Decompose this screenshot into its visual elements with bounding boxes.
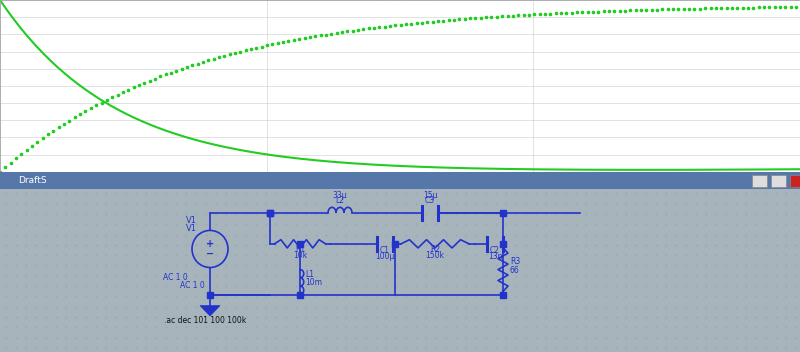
Text: L1: L1 xyxy=(305,270,314,279)
Text: R2: R2 xyxy=(430,245,440,254)
Text: C3: C3 xyxy=(425,196,435,205)
Text: R1: R1 xyxy=(295,245,305,254)
Text: 10k: 10k xyxy=(293,251,307,260)
Text: V1: V1 xyxy=(186,224,197,233)
Text: R3: R3 xyxy=(510,257,520,266)
Text: DraftS: DraftS xyxy=(18,176,46,185)
Bar xyxy=(0,172,800,189)
Text: AC 1 0: AC 1 0 xyxy=(180,281,205,290)
Text: 15μ: 15μ xyxy=(422,190,438,200)
Text: −: − xyxy=(206,249,214,259)
Bar xyxy=(790,175,800,187)
Bar xyxy=(771,175,786,187)
Text: .ac dec 101 100 100k: .ac dec 101 100 100k xyxy=(164,316,246,325)
Text: 66: 66 xyxy=(510,266,520,275)
Text: AC 1 0: AC 1 0 xyxy=(163,273,188,282)
Text: 13n: 13n xyxy=(488,252,502,261)
Text: C1: C1 xyxy=(380,246,390,255)
Text: 10m: 10m xyxy=(305,278,322,287)
Text: 100μ: 100μ xyxy=(375,252,394,261)
Text: 150k: 150k xyxy=(426,251,445,260)
Text: V1: V1 xyxy=(186,216,197,225)
Text: 33μ: 33μ xyxy=(333,190,347,200)
Bar xyxy=(752,175,767,187)
Text: +: + xyxy=(206,239,214,249)
Text: C2: C2 xyxy=(490,246,500,255)
Text: L2: L2 xyxy=(335,196,345,205)
Polygon shape xyxy=(200,306,220,316)
